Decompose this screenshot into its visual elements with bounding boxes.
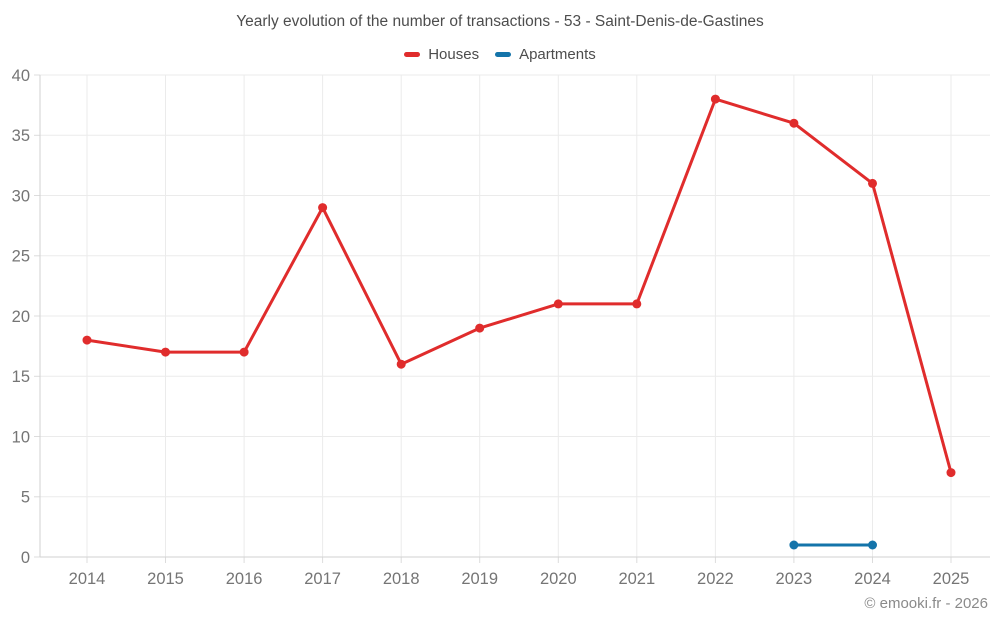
svg-text:2019: 2019	[461, 570, 498, 588]
apartments-legend-swatch-icon	[495, 52, 512, 57]
svg-text:2022: 2022	[697, 570, 734, 588]
chart-title: Yearly evolution of the number of transa…	[236, 13, 764, 30]
svg-text:15: 15	[12, 368, 30, 386]
houses-legend-swatch-icon	[404, 52, 421, 57]
svg-text:2023: 2023	[776, 570, 813, 588]
svg-text:2014: 2014	[69, 570, 106, 588]
svg-text:35: 35	[12, 127, 30, 145]
chart-legend: Houses Apartments	[0, 46, 1000, 63]
legend-label-apartments: Apartments	[519, 46, 596, 63]
svg-text:5: 5	[21, 489, 30, 507]
svg-text:10: 10	[12, 428, 30, 446]
svg-text:2016: 2016	[226, 570, 263, 588]
svg-text:40: 40	[12, 67, 30, 85]
legend-item-houses[interactable]: Houses	[404, 46, 479, 63]
svg-text:20: 20	[12, 308, 30, 326]
svg-text:2015: 2015	[147, 570, 184, 588]
svg-text:2018: 2018	[383, 570, 420, 588]
svg-text:2021: 2021	[618, 570, 655, 588]
svg-text:30: 30	[12, 187, 30, 205]
svg-text:2024: 2024	[854, 570, 891, 588]
svg-text:2020: 2020	[540, 570, 577, 588]
legend-label-houses: Houses	[428, 46, 480, 63]
svg-text:2025: 2025	[933, 570, 970, 588]
svg-text:2017: 2017	[304, 570, 341, 588]
svg-text:25: 25	[12, 248, 30, 266]
svg-text:0: 0	[21, 549, 30, 567]
legend-item-apartments[interactable]: Apartments	[495, 46, 596, 63]
copyright-watermark: © emooki.fr - 2026	[864, 595, 988, 612]
